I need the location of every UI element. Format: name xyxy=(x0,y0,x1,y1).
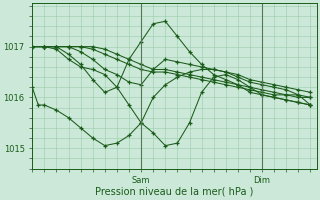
X-axis label: Pression niveau de la mer( hPa ): Pression niveau de la mer( hPa ) xyxy=(95,187,253,197)
